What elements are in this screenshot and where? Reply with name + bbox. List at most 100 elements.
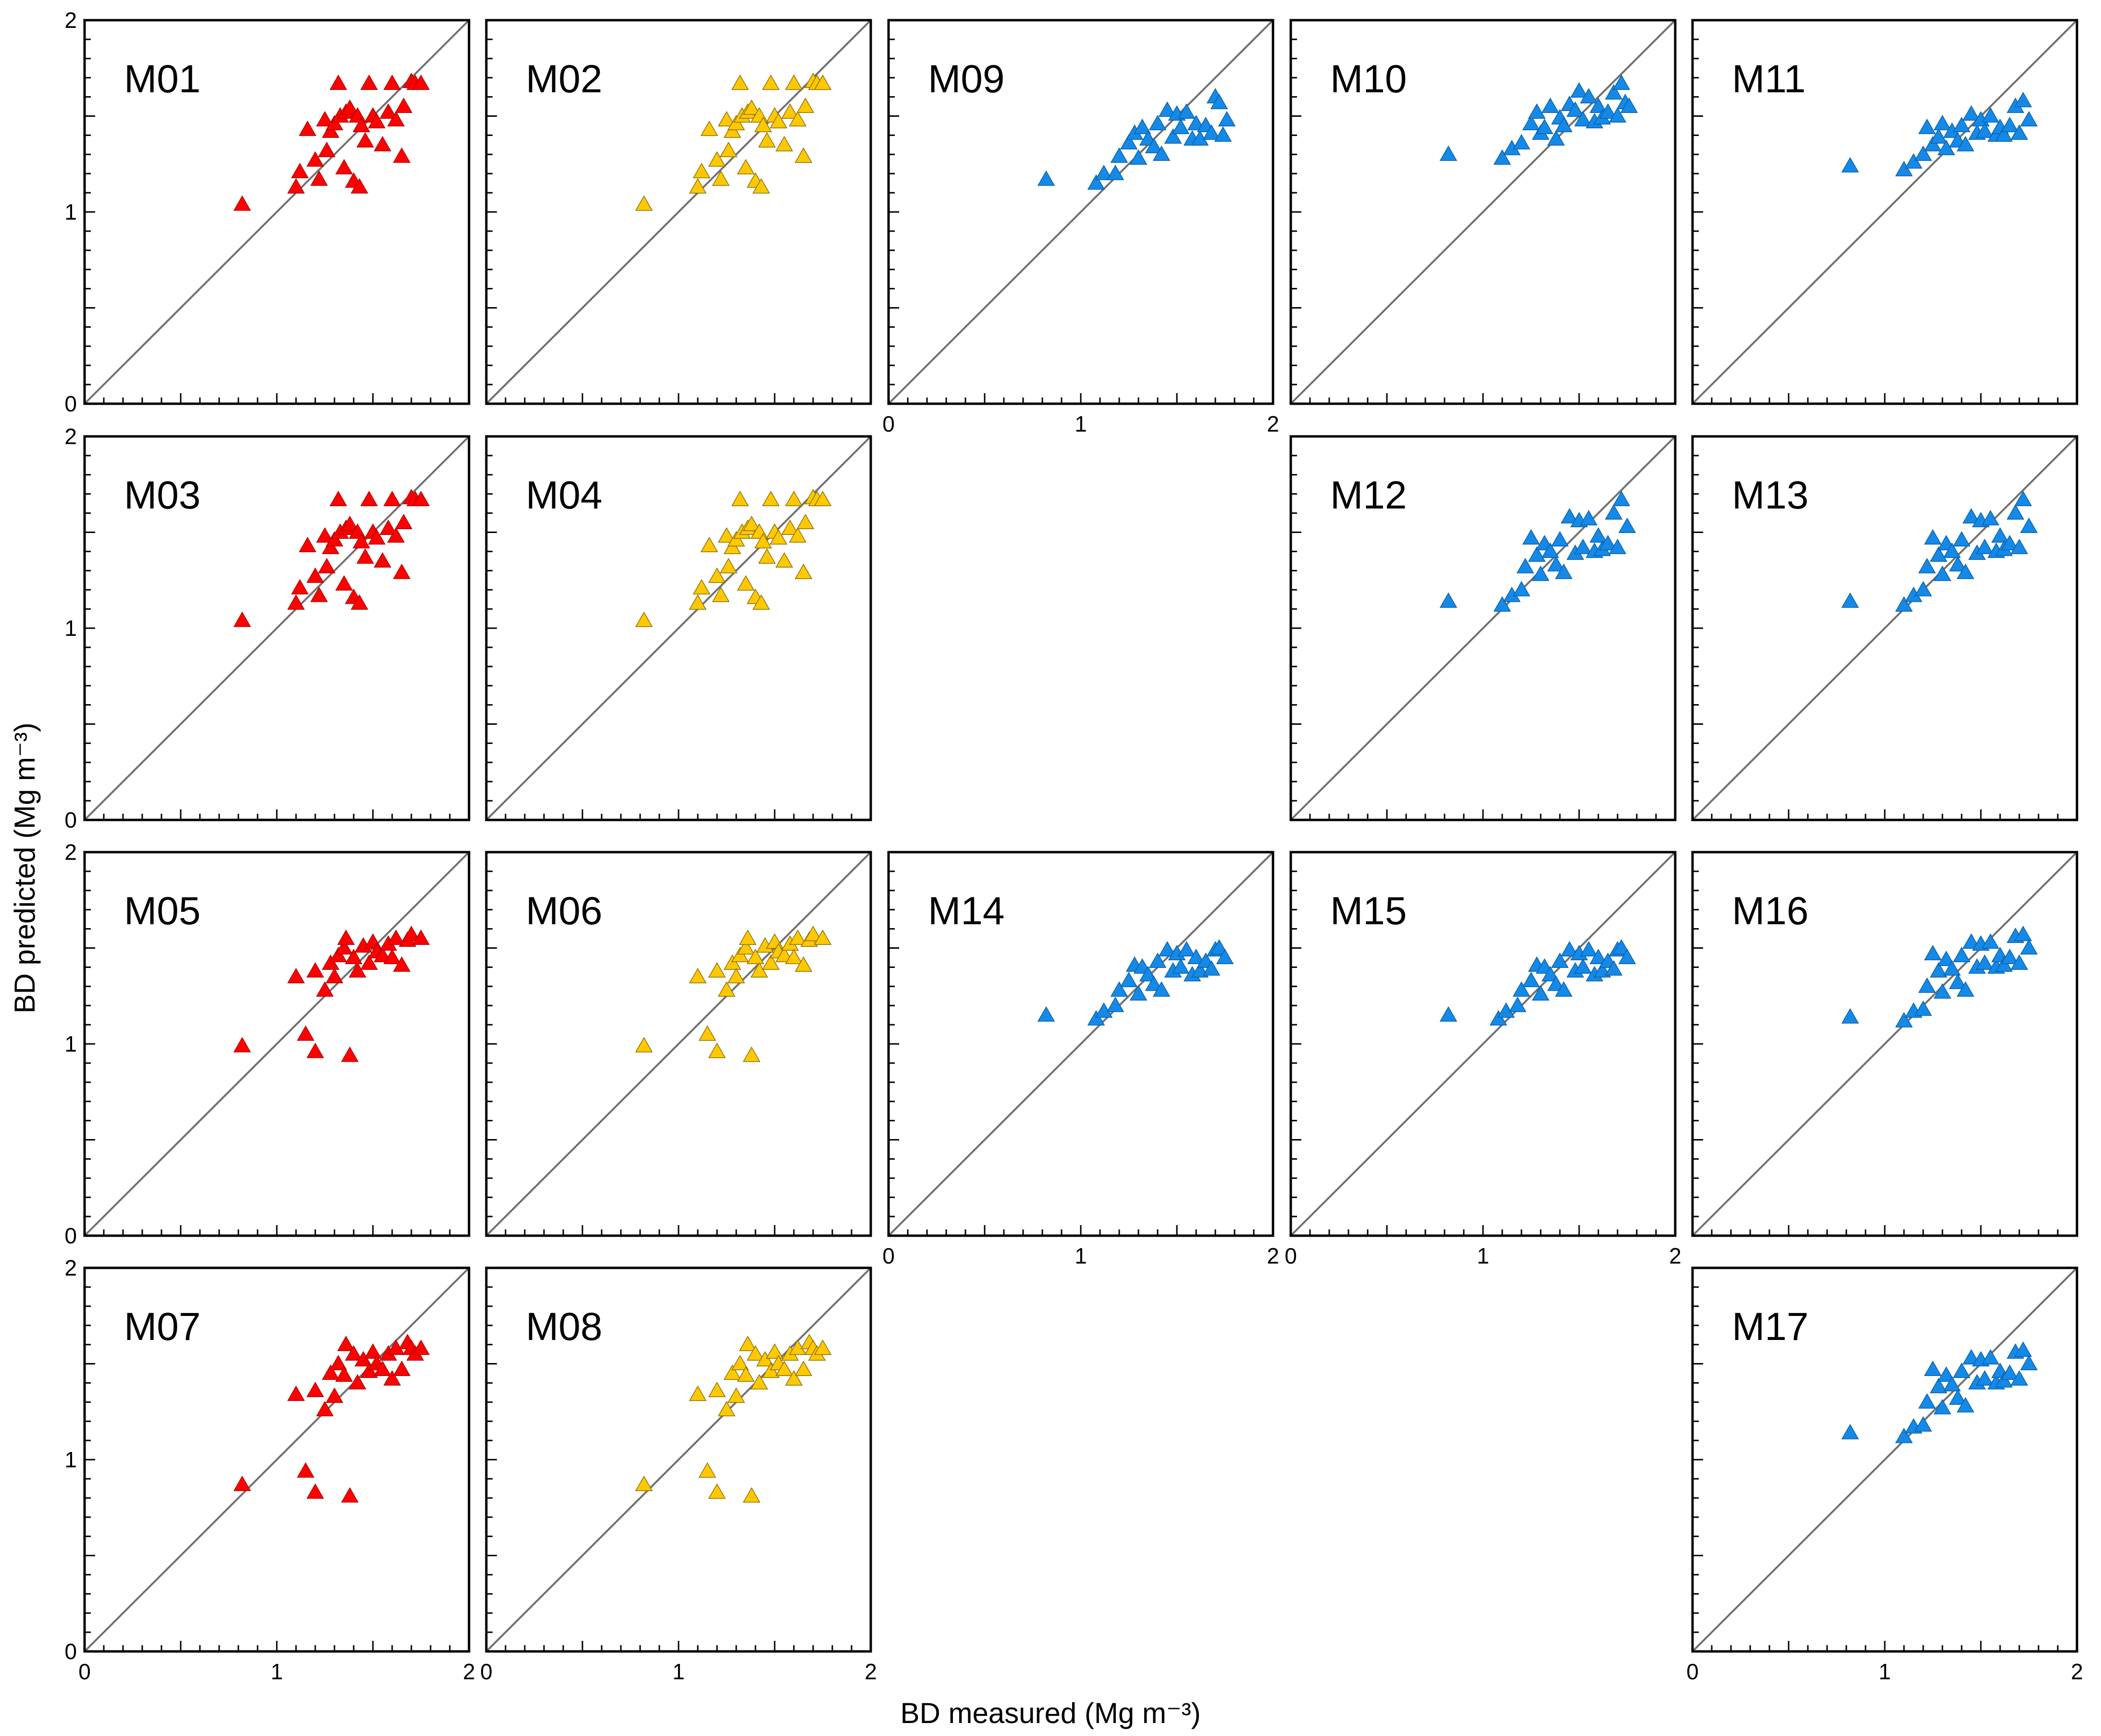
plot-frame: [83, 1266, 470, 1653]
data-point: [1210, 94, 1228, 110]
data-point: [329, 74, 347, 90]
data-point: [1962, 1349, 1980, 1365]
data-point: [1541, 966, 1559, 981]
data-point: [321, 538, 340, 554]
data-point: [769, 529, 788, 545]
data-point: [1541, 98, 1559, 113]
data-point: [1547, 975, 1565, 991]
data-point: [310, 170, 328, 186]
data-point: [341, 99, 359, 115]
plot-frame: [1691, 1266, 2078, 1653]
data-point: [785, 74, 803, 90]
data-point: [750, 962, 768, 978]
data-point: [719, 558, 738, 573]
data-point: [635, 1037, 653, 1053]
data-point: [1924, 944, 1942, 960]
data-point: [689, 1385, 707, 1401]
x-tick-label: 2: [2071, 1659, 2083, 1684]
data-point: [1608, 538, 1627, 554]
data-point: [329, 946, 347, 962]
data-point: [1516, 558, 1534, 573]
data-point: [1933, 565, 1952, 581]
data-point: [1532, 565, 1550, 581]
x-tick-label: 0: [1285, 1243, 1297, 1268]
data-point: [1605, 504, 1623, 520]
data-point: [766, 1343, 784, 1359]
data-point: [635, 1476, 653, 1491]
data-point: [1841, 1008, 1859, 1024]
data-point: [335, 159, 353, 174]
plot-frame: [887, 19, 1274, 405]
data-point: [329, 491, 347, 507]
data-point: [1933, 1399, 1952, 1414]
data-point: [754, 533, 772, 548]
data-point: [1149, 114, 1167, 130]
panel-m04: M04: [485, 435, 872, 821]
plot-frame: [83, 851, 470, 1237]
data-point: [1574, 958, 1592, 974]
data-point: [1528, 546, 1546, 562]
data-point: [1933, 983, 1952, 999]
data-point: [775, 1360, 793, 1376]
data-point: [796, 98, 815, 113]
data-point: [731, 1354, 749, 1370]
data-point: [291, 579, 309, 595]
panel-m03: M03 0 1 2: [64, 424, 470, 832]
data-point: [1120, 134, 1138, 149]
data-point: [335, 1366, 353, 1382]
data-point: [762, 954, 780, 970]
data-point: [1995, 126, 2013, 142]
data-point: [754, 116, 772, 132]
data-point: [1106, 996, 1125, 1012]
one-to-one-line: [888, 19, 1274, 405]
data-point: [739, 930, 757, 945]
data-point: [1528, 103, 1546, 119]
x-tick-label: 0: [882, 1243, 895, 1268]
data-point: [287, 1385, 305, 1401]
panel-label: M17: [1732, 1305, 1809, 1349]
data-point: [350, 178, 369, 194]
data-point: [1532, 985, 1550, 1001]
data-point: [731, 491, 749, 507]
data-point: [746, 948, 765, 964]
data-point: [1953, 531, 1971, 546]
x-tick-label: 1: [1477, 1243, 1489, 1268]
y-tick-label: 0: [64, 1223, 77, 1248]
data-point: [1129, 985, 1148, 1001]
data-point: [775, 946, 793, 962]
data-point: [723, 954, 742, 970]
data-point: [1508, 996, 1527, 1012]
data-point: [325, 967, 344, 983]
data-point: [1555, 981, 1573, 997]
data-point: [708, 151, 726, 167]
data-point: [1841, 1424, 1859, 1439]
data-point: [383, 74, 401, 90]
panel-m17: M17 0 1 2: [1686, 1266, 2083, 1684]
data-point: [2014, 92, 2032, 108]
one-to-one-line: [1692, 1267, 2078, 1652]
data-point: [1918, 1393, 1936, 1409]
x-tick-label: 2: [865, 1659, 877, 1684]
data-point: [789, 111, 807, 126]
data-point: [393, 147, 411, 163]
data-point: [318, 558, 336, 573]
data-point: [306, 1381, 324, 1397]
data-point: [2014, 926, 2032, 942]
data-point: [306, 1042, 324, 1058]
data-point: [1580, 941, 1598, 956]
data-point: [387, 930, 405, 945]
x-tick-label: 2: [1669, 1243, 1681, 1268]
data-point: [708, 567, 726, 583]
data-point: [1599, 103, 1617, 119]
panel-label: M13: [1732, 473, 1809, 517]
data-point: [412, 491, 430, 507]
data-point: [794, 563, 813, 579]
data-point: [1566, 101, 1584, 117]
data-point: [708, 1381, 726, 1397]
data-point: [2001, 116, 2019, 132]
data-point: [689, 178, 707, 194]
data-point: [306, 962, 324, 978]
data-point: [717, 527, 736, 543]
data-point: [1158, 101, 1176, 117]
